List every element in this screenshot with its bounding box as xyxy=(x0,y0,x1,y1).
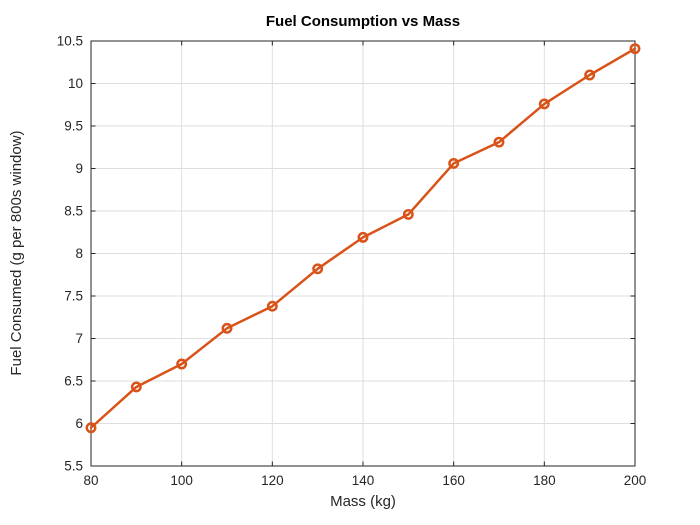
y-tick-label: 6 xyxy=(75,416,83,431)
x-tick-label: 180 xyxy=(533,473,556,488)
y-tick-label: 9.5 xyxy=(64,119,83,134)
data-point-marker xyxy=(629,43,641,55)
data-point-marker xyxy=(584,69,596,81)
data-point-marker xyxy=(266,300,278,312)
data-line xyxy=(89,47,637,429)
y-tick-label: 9 xyxy=(75,161,83,176)
y-tick-label: 8.5 xyxy=(64,204,83,219)
data-point-marker xyxy=(493,136,505,148)
data-point-marker xyxy=(176,358,188,370)
data-point-marker xyxy=(85,422,97,434)
data-point-marker xyxy=(221,322,233,334)
data-point-marker xyxy=(448,157,460,169)
y-tick-label: 10 xyxy=(68,76,83,91)
x-tick-label: 140 xyxy=(352,473,375,488)
y-tick-label: 7 xyxy=(75,331,83,346)
y-tick-label: 5.5 xyxy=(64,459,83,474)
data-point-marker xyxy=(402,208,414,220)
grid-layer xyxy=(90,40,636,467)
chart-title: Fuel Consumption vs Mass xyxy=(266,13,460,30)
y-tick-label: 7.5 xyxy=(64,289,83,304)
data-point-marker xyxy=(357,231,369,243)
axes-layer xyxy=(90,40,636,467)
x-axis-label: Mass (kg) xyxy=(330,493,396,510)
tick-labels-layer: 80 100 120 140 160 180 200 5.5 6 6.5 7 7.5 8 8.5 9 9.5 1… xyxy=(57,34,647,489)
data-series-layer xyxy=(85,43,641,434)
y-axis-label: Fuel Consumed (g per 800s window) xyxy=(8,130,25,375)
x-tick-label: 160 xyxy=(442,473,465,488)
x-tick-label: 200 xyxy=(624,473,647,488)
y-tick-label: 10.5 xyxy=(57,34,83,49)
data-point-marker xyxy=(130,381,142,393)
y-tick-label: 6.5 xyxy=(64,374,83,389)
x-tick-label: 80 xyxy=(83,473,98,488)
data-point-marker xyxy=(312,263,324,275)
data-point-marker xyxy=(538,98,550,110)
y-tick-label: 8 xyxy=(75,246,83,261)
x-tick-label: 100 xyxy=(170,473,193,488)
x-tick-label: 120 xyxy=(261,473,284,488)
